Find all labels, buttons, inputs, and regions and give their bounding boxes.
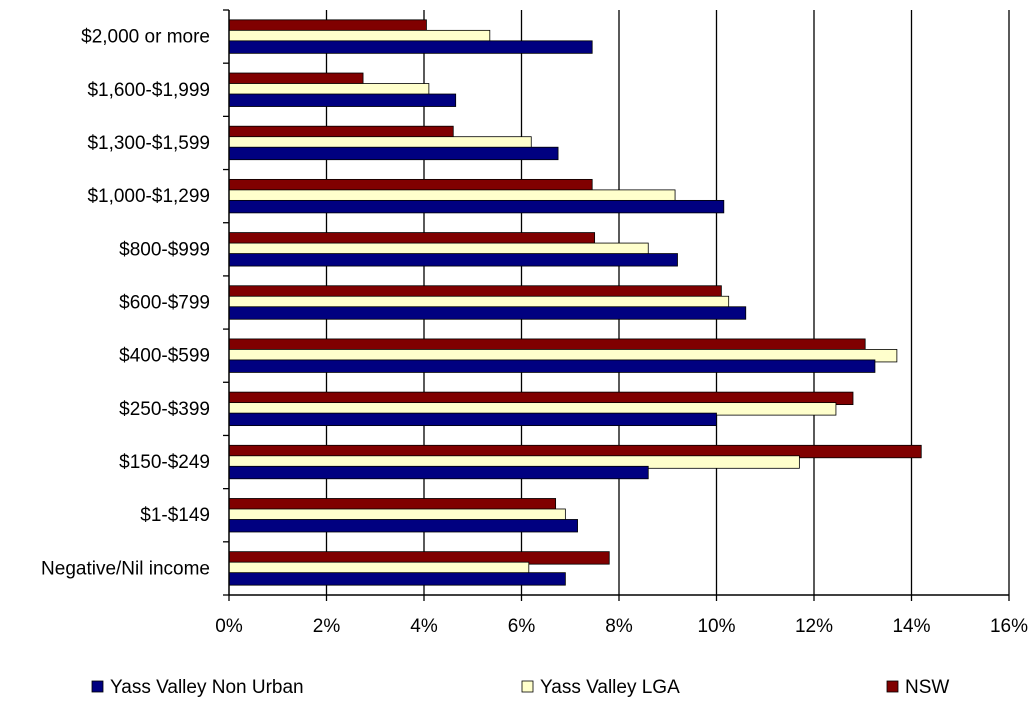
x-tick-label: 0% xyxy=(215,616,243,637)
category-label: $1-$149 xyxy=(140,505,210,526)
x-tick-label: 4% xyxy=(410,616,438,637)
bar-yass-valley-non-urban-4 xyxy=(228,253,678,267)
x-tick-label: 12% xyxy=(795,616,833,637)
legend-swatch xyxy=(521,680,534,693)
category-label: $150-$249 xyxy=(119,452,210,473)
category-label: Negative/Nil income xyxy=(41,558,210,579)
legend-swatch xyxy=(91,680,104,693)
axes xyxy=(223,9,1010,601)
bar-yass-valley-non-urban-8 xyxy=(228,465,649,480)
bar-yass-valley-non-urban-5 xyxy=(228,306,747,320)
category-label: $400-$599 xyxy=(119,346,210,367)
bars xyxy=(228,19,922,586)
legend-label: NSW xyxy=(905,677,949,698)
legend-label: Yass Valley Non Urban xyxy=(110,677,304,698)
x-tick-label: 16% xyxy=(990,616,1028,637)
category-label: $600-$799 xyxy=(119,293,210,314)
category-label: $1,300-$1,599 xyxy=(87,133,210,154)
category-labels: $2,000 or more $1,600-$1,999 $1,300-$1,599… xyxy=(41,27,210,580)
x-tick-label: 14% xyxy=(892,616,930,637)
bar-yass-valley-non-urban-1 xyxy=(228,93,457,107)
x-tick-label: 10% xyxy=(697,616,735,637)
bar-yass-valley-non-urban-0 xyxy=(228,40,593,54)
bar-yass-valley-non-urban-2 xyxy=(228,146,559,161)
category-label: $250-$399 xyxy=(119,399,210,420)
category-label: $800-$999 xyxy=(119,239,210,260)
bar-yass-valley-non-urban-3 xyxy=(228,199,725,214)
legend-swatch xyxy=(886,680,899,693)
x-tick-label: 8% xyxy=(605,616,633,637)
bar-yass-valley-non-urban-7 xyxy=(228,412,717,427)
bar-yass-valley-non-urban-9 xyxy=(228,519,578,533)
legend: Yass Valley Non Urban Yass Valley LGA NSW xyxy=(91,677,949,698)
bar-yass-valley-non-urban-10 xyxy=(228,572,566,586)
category-label: $1,000-$1,299 xyxy=(87,186,210,207)
x-tick-label: 2% xyxy=(313,616,341,637)
legend-label: Yass Valley LGA xyxy=(540,677,680,698)
x-tick-labels: 0% 2% 4% 6% 8% 10% 12% 14% 16% xyxy=(215,616,1028,637)
category-label: $1,600-$1,999 xyxy=(87,80,210,101)
x-tick-label: 6% xyxy=(508,616,536,637)
category-label: $2,000 or more xyxy=(81,27,210,48)
bar-yass-valley-non-urban-6 xyxy=(228,359,876,373)
